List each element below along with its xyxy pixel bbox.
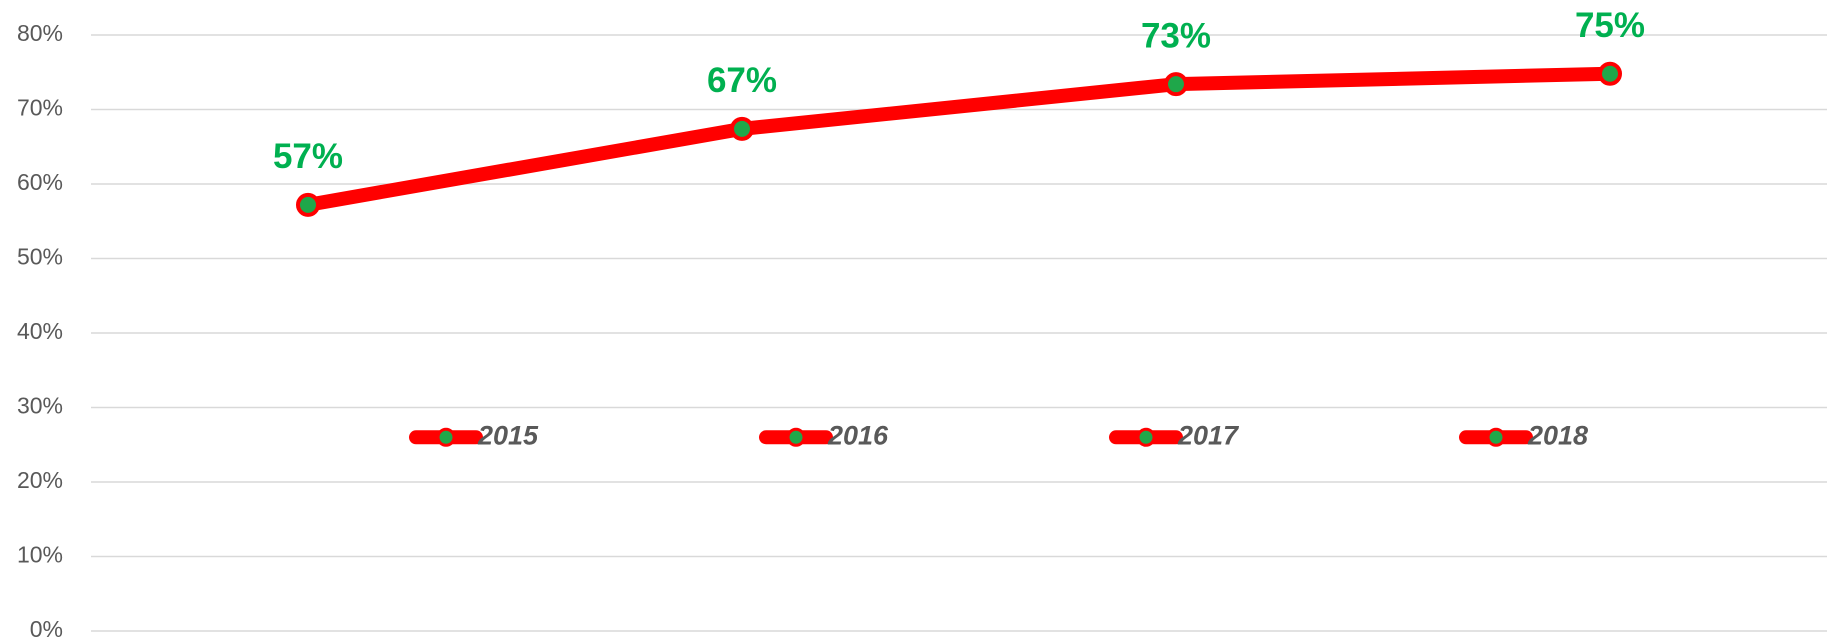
data-label: 75% [1575,6,1645,45]
legend-label: 2018 [1527,420,1588,450]
marker [1598,61,1622,86]
legend-marker [436,427,456,447]
legend-label: 2017 [1177,420,1240,450]
data-label: 73% [1141,16,1211,55]
legend-marker [1136,427,1156,447]
y-tick-label: 50% [17,244,63,270]
marker [730,116,754,141]
data-label: 57% [273,137,343,176]
y-tick-label: 40% [17,318,63,344]
marker [1164,72,1188,97]
legend-label: 2016 [827,420,889,450]
y-tick-label: 60% [17,169,63,195]
legend-marker [1486,427,1506,447]
y-tick-label: 0% [30,616,63,641]
marker [296,192,320,217]
line [306,66,1611,212]
data-label: 67% [707,61,777,100]
y-tick-label: 20% [17,467,63,493]
legend-marker [786,427,806,447]
y-tick-label: 80% [17,20,63,46]
legend-label: 2015 [477,420,539,450]
y-tick-label: 30% [17,393,63,419]
y-tick-label: 10% [17,542,63,568]
y-tick-label: 70% [17,95,63,121]
